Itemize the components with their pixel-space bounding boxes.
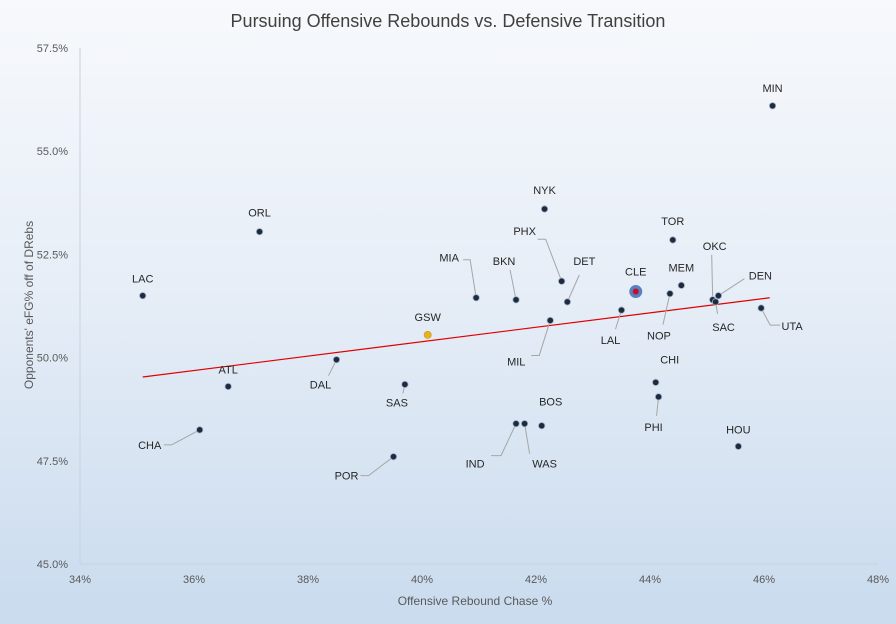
point-det	[563, 298, 571, 306]
point-bos	[538, 422, 546, 430]
point-sas	[401, 380, 409, 389]
point-label-phx: PHX	[513, 226, 536, 238]
point-label-lac: LAC	[132, 274, 153, 286]
point-min	[768, 102, 777, 110]
leader-line-mia	[463, 259, 477, 298]
point-label-nyk: NYK	[533, 185, 556, 197]
point-label-mem: MEM	[669, 262, 695, 274]
point-label-min: MIN	[762, 83, 782, 95]
leader-line-okc	[711, 254, 714, 300]
point-label-nop: NOP	[647, 331, 671, 343]
point-por	[389, 453, 398, 461]
point-hou	[734, 442, 742, 450]
point-nyk	[540, 205, 549, 213]
x-tick-label: 38%	[297, 574, 319, 586]
x-tick-label: 48%	[867, 574, 889, 586]
point-den	[714, 292, 723, 300]
point-label-sas: SAS	[386, 397, 408, 409]
point-phx	[558, 277, 566, 285]
point-labels: MIN NYK ORL TOR PHX MEM CLE NOP OKC DEN SAC LAC MIA B…	[132, 83, 803, 483]
leader-line-den	[718, 278, 745, 297]
y-tick-label: 55.0%	[37, 146, 68, 158]
y-tick-label: 50.0%	[37, 353, 68, 365]
point-label-was: WAS	[532, 459, 557, 471]
leader-line-uta	[760, 307, 781, 326]
chart-title: Pursuing Offensive Rebounds vs. Defensiv…	[231, 11, 666, 31]
point-sac	[711, 298, 720, 306]
point-orl	[255, 228, 264, 236]
leader-line-bkn	[509, 269, 517, 300]
point-label-bkn: BKN	[493, 256, 516, 268]
point-label-por: POR	[335, 471, 359, 483]
leader-line-nop	[662, 293, 671, 325]
point-mia	[472, 294, 480, 302]
point-label-dal: DAL	[310, 380, 331, 392]
x-axis-title: Offensive Rebound Chase %	[398, 594, 553, 608]
point-ind	[512, 420, 520, 428]
point-label-atl: ATL	[219, 364, 238, 376]
label-leader-lines	[163, 238, 781, 477]
leader-line-mil	[531, 320, 551, 356]
point-label-mil: MIL	[507, 356, 525, 368]
point-dal	[332, 356, 341, 364]
point-tor	[669, 236, 677, 244]
point-label-okc: OKC	[703, 241, 727, 253]
leader-line-phx	[537, 238, 563, 282]
point-lal	[617, 306, 626, 314]
leader-line-por	[360, 456, 394, 477]
y-tick-label: 57.5%	[37, 43, 68, 55]
y-tick-label: 52.5%	[37, 249, 68, 261]
point-label-chi: CHI	[660, 354, 679, 366]
point-label-cle: CLE	[625, 267, 646, 279]
point-phi	[654, 393, 663, 401]
y-tick-label: 45.0%	[37, 559, 68, 571]
point-bkn	[512, 296, 520, 304]
y-axis-ticks: 45.0% 47.5% 50.0% 52.5% 55.0% 57.5%	[37, 43, 68, 571]
point-cha	[196, 426, 204, 434]
x-tick-label: 34%	[69, 574, 91, 586]
point-label-gsw: GSW	[415, 312, 442, 324]
x-tick-label: 36%	[183, 574, 205, 586]
point-was	[520, 420, 529, 428]
point-label-hou: HOU	[726, 424, 751, 436]
point-label-lal: LAL	[601, 335, 621, 347]
x-tick-label: 42%	[525, 574, 547, 586]
point-label-mia: MIA	[439, 253, 459, 265]
point-label-phi: PHI	[644, 422, 662, 434]
point-label-den: DEN	[749, 271, 772, 283]
point-label-orl: ORL	[248, 208, 271, 220]
point-label-det: DET	[573, 256, 595, 268]
leader-line-det	[566, 274, 580, 303]
point-label-sac: SAC	[712, 322, 735, 334]
x-tick-label: 44%	[639, 574, 661, 586]
point-nop	[666, 290, 674, 298]
y-tick-label: 47.5%	[37, 456, 68, 468]
point-chi	[652, 378, 660, 386]
point-label-bos: BOS	[539, 397, 562, 409]
leader-line-ind	[491, 423, 517, 457]
point-mem	[677, 281, 685, 289]
x-tick-label: 40%	[411, 574, 433, 586]
point-label-uta: UTA	[782, 321, 804, 333]
point-label-ind: IND	[466, 459, 485, 471]
x-axis-ticks: 34% 36% 38% 40% 42% 44% 46% 48%	[69, 574, 889, 586]
leader-line-was	[524, 423, 531, 454]
point-gsw	[423, 330, 432, 339]
leader-line-cha	[163, 429, 200, 446]
y-axis-title: Opponents' eFG% off of DRebs	[22, 221, 36, 389]
trend-line	[142, 297, 770, 378]
point-cle-center	[632, 288, 639, 295]
data-points	[139, 102, 777, 461]
point-lac	[139, 292, 147, 300]
point-label-tor: TOR	[661, 216, 684, 228]
point-uta	[757, 304, 765, 312]
x-tick-label: 46%	[753, 574, 775, 586]
point-label-cha: CHA	[138, 440, 162, 452]
point-atl	[224, 382, 232, 391]
point-mil	[546, 316, 554, 325]
